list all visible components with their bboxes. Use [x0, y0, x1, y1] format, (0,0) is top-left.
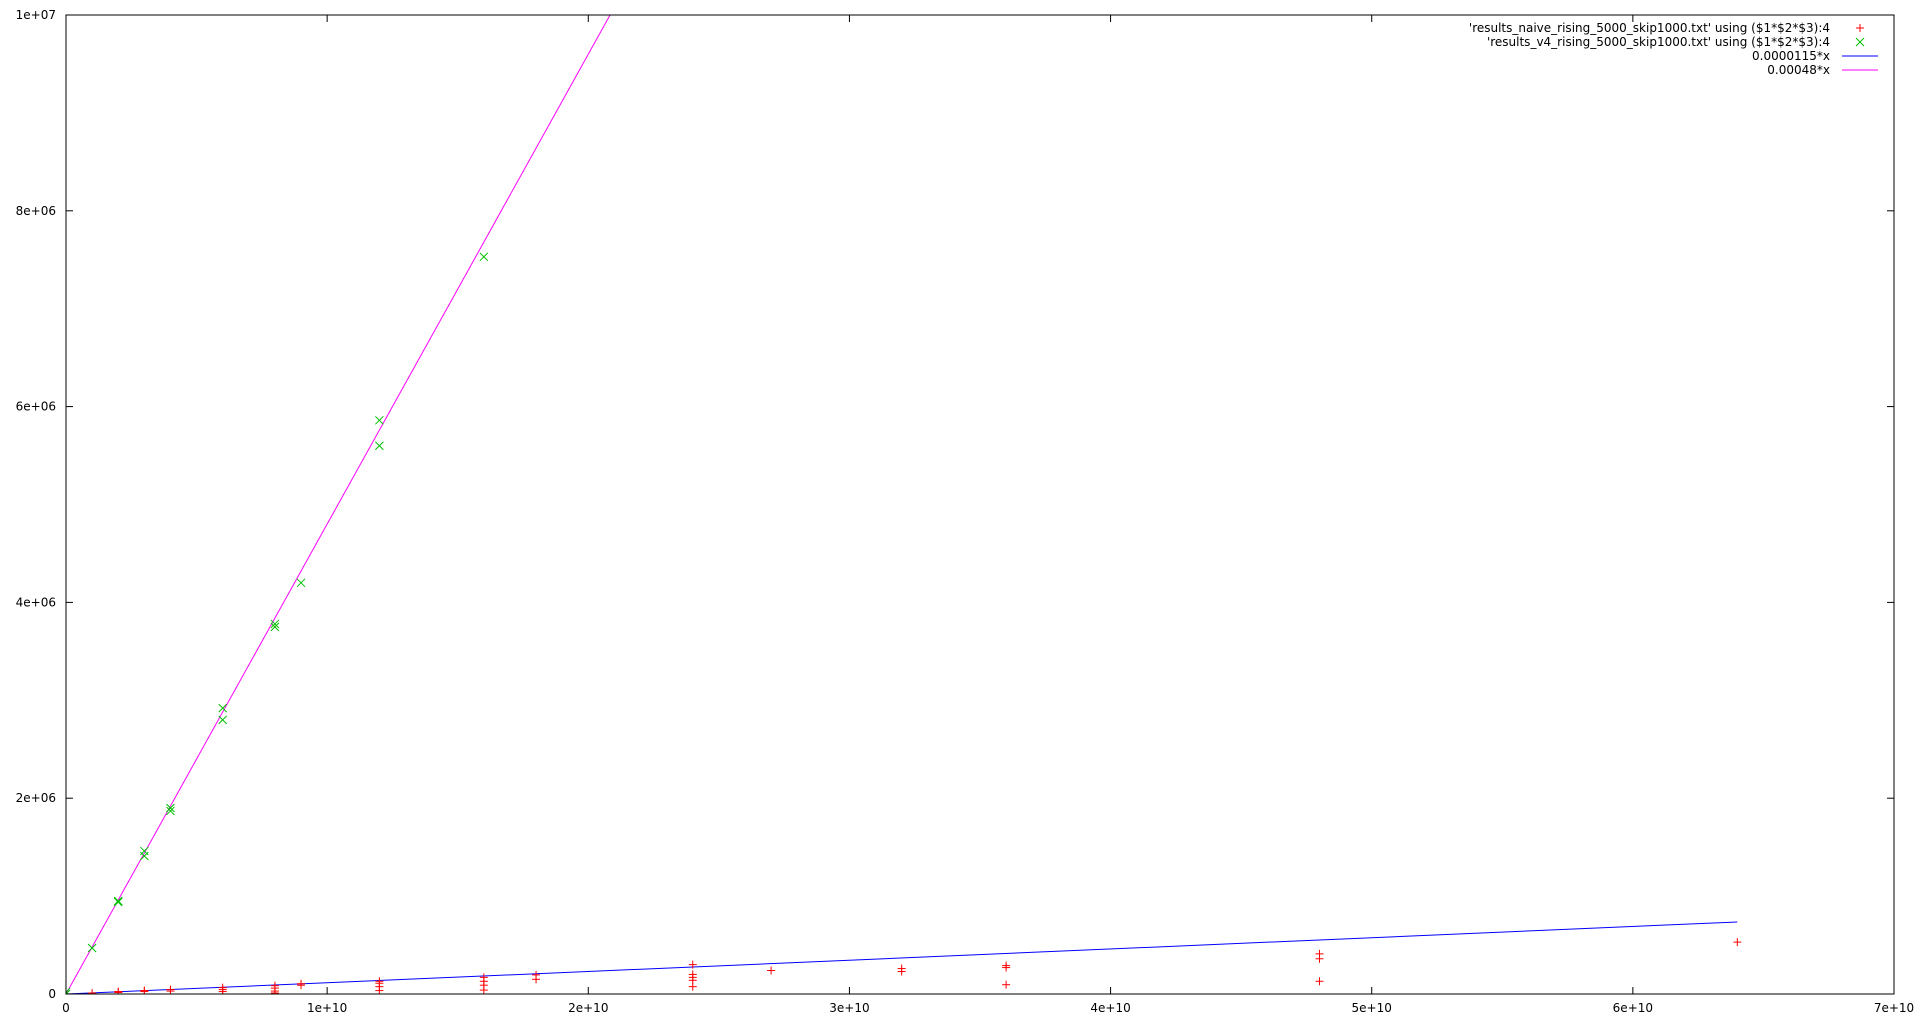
- y-tick-label: 2e+06: [16, 791, 56, 805]
- y-tick-label: 0: [48, 987, 56, 1001]
- v4-point: [479, 252, 489, 262]
- plot-frame: [65, 14, 1895, 995]
- naive-point: [1733, 938, 1742, 947]
- legend-label: 0.00048*x: [1767, 63, 1830, 77]
- y-tick-label: 8e+06: [16, 204, 56, 218]
- v4-point: [375, 415, 384, 425]
- naive-point: [140, 987, 149, 994]
- v4-point: [66, 989, 71, 994]
- v4-point: [270, 619, 280, 629]
- x-tick-label: 0: [62, 1001, 70, 1015]
- naive-point: [688, 960, 697, 969]
- v4-point: [166, 803, 175, 813]
- series-line-2: [66, 921, 1738, 994]
- x-tick-label: 5e+10: [1352, 1001, 1392, 1015]
- legend-label: 'results_naive_rising_5000_skip1000.txt'…: [1469, 21, 1830, 35]
- v4-point: [218, 715, 228, 725]
- naive-point: [1315, 954, 1324, 963]
- legend-sample-marker: [1855, 37, 1865, 47]
- x-tick-label: 4e+10: [1090, 1001, 1130, 1015]
- legend: 'results_naive_rising_5000_skip1000.txt'…: [1469, 21, 1878, 77]
- x-tick-label: 3e+10: [829, 1001, 869, 1015]
- fit-lines: [66, 15, 1738, 994]
- naive-point: [88, 989, 97, 994]
- legend-label: 'results_v4_rising_5000_skip1000.txt' us…: [1487, 35, 1830, 49]
- y-tick-label: 6e+06: [16, 400, 56, 414]
- x-tick-label: 1e+10: [307, 1001, 347, 1015]
- v4-point: [375, 441, 384, 451]
- naive-point: [375, 986, 384, 994]
- naive-point: [532, 975, 541, 984]
- v4-point: [270, 622, 280, 632]
- naive-point: [897, 967, 906, 976]
- v4-point: [166, 806, 175, 816]
- v4-point: [139, 851, 149, 861]
- naive-point: [1315, 977, 1324, 986]
- v4-point: [87, 943, 97, 953]
- v4-point: [218, 703, 228, 713]
- y-tick-label: 4e+06: [16, 595, 56, 609]
- v4-point: [296, 578, 306, 588]
- x-tick-label: 2e+10: [568, 1001, 608, 1015]
- naive-point: [1002, 980, 1011, 989]
- x-tick-label: 7e+10: [1874, 1001, 1914, 1015]
- legend-sample-marker: [1856, 24, 1864, 32]
- naive-point: [767, 966, 776, 975]
- naive-point: [114, 988, 123, 994]
- v4-point: [113, 896, 123, 906]
- data-points: [66, 252, 1742, 994]
- axis-ticks: 0 1e+10 2e+10 3e+10 4e+10 5e+10 6e+10 7e+10 0 2e+…: [16, 8, 1915, 1015]
- v4-point: [66, 987, 71, 994]
- naive-point: [688, 982, 697, 991]
- naive-point: [479, 986, 488, 994]
- y-tick-label: 1e+07: [16, 8, 56, 22]
- v4-point: [113, 897, 123, 907]
- series-line-3: [66, 15, 611, 994]
- naive-point: [1002, 963, 1011, 972]
- naive-point: [297, 981, 306, 990]
- x-tick-label: 6e+10: [1613, 1001, 1653, 1015]
- naive-point: [270, 989, 279, 994]
- legend-label: 0.0000115*x: [1752, 49, 1830, 63]
- naive-point: [218, 987, 227, 994]
